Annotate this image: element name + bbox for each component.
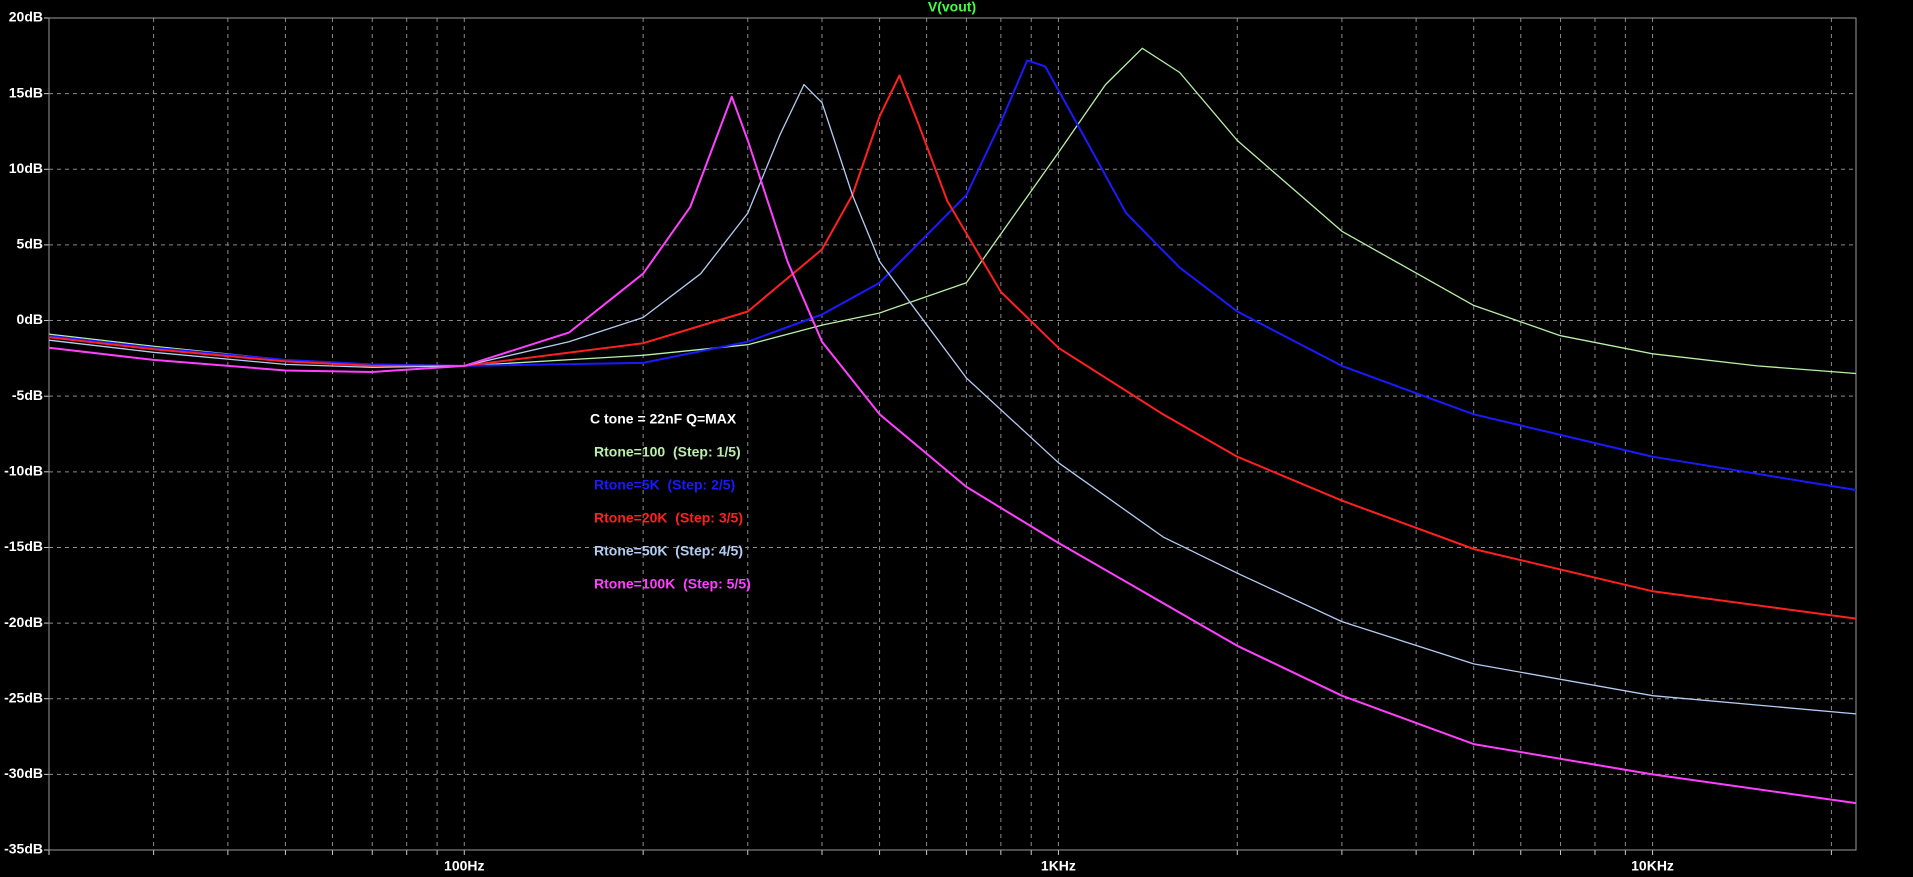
- y-tick-label: 15dB: [9, 84, 43, 100]
- y-tick-label: 0dB: [17, 311, 43, 327]
- legend-entry: Rtone=5K (Step: 2/5): [594, 477, 735, 493]
- legend-entry: Rtone=20K (Step: 3/5): [594, 510, 743, 526]
- plot-frame: [48, 17, 1857, 851]
- y-tick-label: -30dB: [4, 765, 43, 781]
- legend-entry: Rtone=50K (Step: 4/5): [594, 543, 743, 559]
- x-tick-label: 1KHz: [1041, 858, 1076, 874]
- y-tick-label: 10dB: [9, 160, 43, 176]
- chart-title: V(vout): [928, 0, 976, 15]
- legend-entry: Rtone=100 (Step: 1/5): [594, 444, 741, 460]
- y-tick-label: 20dB: [9, 9, 43, 25]
- y-tick-label: 5dB: [17, 236, 43, 252]
- y-tick-label: -10dB: [4, 463, 43, 479]
- y-tick-label: -35dB: [4, 841, 43, 857]
- series-line: [48, 95, 1857, 805]
- y-tick-label: -20dB: [4, 614, 43, 630]
- y-tick-label: -15dB: [4, 538, 43, 554]
- y-tick-label: -25dB: [4, 689, 43, 705]
- annotation: C tone = 22nF Q=MAX: [590, 411, 737, 427]
- series-line: [48, 74, 1857, 620]
- x-tick-label: 100Hz: [444, 858, 484, 874]
- series-line: [48, 83, 1857, 715]
- legend-entry: Rtone=100K (Step: 5/5): [594, 576, 751, 592]
- x-tick-label: 10KHz: [1631, 858, 1674, 874]
- y-tick-label: -5dB: [12, 387, 43, 403]
